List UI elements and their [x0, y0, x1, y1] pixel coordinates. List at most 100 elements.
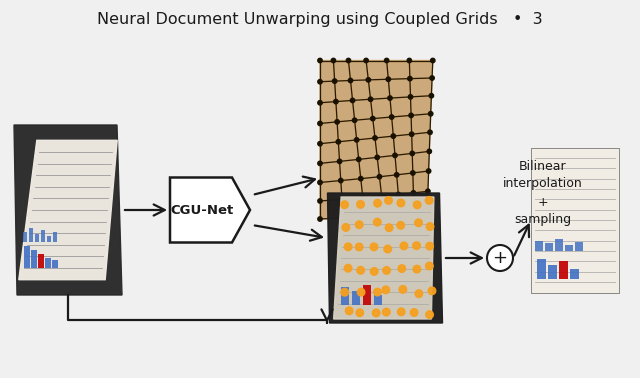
Circle shape — [337, 159, 342, 164]
Circle shape — [380, 194, 384, 198]
Circle shape — [487, 245, 513, 271]
Polygon shape — [366, 60, 388, 80]
Polygon shape — [19, 140, 117, 280]
Circle shape — [355, 138, 359, 142]
Circle shape — [356, 309, 364, 317]
Polygon shape — [413, 191, 428, 213]
Polygon shape — [320, 122, 339, 144]
Polygon shape — [394, 134, 412, 155]
Circle shape — [409, 113, 413, 118]
Polygon shape — [412, 132, 430, 153]
Circle shape — [341, 288, 348, 296]
Polygon shape — [320, 81, 336, 103]
Circle shape — [396, 192, 401, 197]
Polygon shape — [397, 173, 413, 195]
Circle shape — [356, 157, 361, 161]
Bar — [40, 230, 45, 242]
Circle shape — [412, 211, 416, 215]
Circle shape — [375, 155, 380, 160]
Circle shape — [429, 112, 433, 116]
Circle shape — [391, 134, 396, 138]
Polygon shape — [413, 171, 429, 193]
Circle shape — [344, 243, 352, 251]
Circle shape — [346, 58, 351, 63]
Circle shape — [357, 266, 364, 274]
Polygon shape — [170, 178, 250, 243]
Circle shape — [413, 265, 420, 273]
Bar — [24, 246, 29, 268]
Polygon shape — [381, 195, 400, 215]
Polygon shape — [353, 99, 372, 120]
Circle shape — [429, 93, 433, 98]
Circle shape — [407, 58, 412, 63]
Bar — [535, 240, 543, 251]
Polygon shape — [348, 60, 369, 81]
Polygon shape — [369, 79, 390, 99]
Circle shape — [372, 309, 380, 317]
Circle shape — [430, 76, 435, 80]
Circle shape — [348, 78, 353, 83]
Polygon shape — [333, 60, 351, 81]
Circle shape — [355, 221, 363, 229]
Polygon shape — [398, 193, 414, 214]
Circle shape — [426, 223, 434, 230]
Circle shape — [350, 98, 355, 102]
Circle shape — [384, 245, 392, 253]
Circle shape — [393, 153, 397, 158]
Circle shape — [318, 141, 322, 146]
Polygon shape — [359, 157, 380, 179]
Polygon shape — [14, 125, 122, 295]
Polygon shape — [320, 199, 343, 219]
Circle shape — [318, 161, 322, 166]
Circle shape — [383, 308, 390, 316]
Polygon shape — [320, 142, 340, 163]
Circle shape — [394, 173, 399, 177]
Circle shape — [318, 58, 322, 63]
Circle shape — [369, 97, 372, 101]
Polygon shape — [410, 78, 432, 97]
Circle shape — [332, 79, 337, 83]
Circle shape — [332, 58, 335, 63]
Circle shape — [371, 116, 375, 121]
Polygon shape — [372, 117, 394, 138]
Text: +: + — [493, 249, 508, 267]
Bar — [545, 243, 553, 251]
Circle shape — [356, 201, 364, 208]
Circle shape — [426, 242, 433, 250]
Bar — [536, 259, 545, 279]
Circle shape — [413, 242, 420, 249]
Circle shape — [318, 199, 322, 203]
Bar — [570, 268, 579, 279]
Circle shape — [366, 77, 371, 82]
Circle shape — [408, 76, 412, 81]
Polygon shape — [363, 196, 384, 217]
Circle shape — [336, 139, 340, 144]
Circle shape — [342, 224, 349, 231]
Polygon shape — [410, 60, 433, 79]
Polygon shape — [320, 60, 335, 82]
Bar — [47, 236, 51, 242]
Bar — [52, 232, 57, 242]
Bar — [555, 239, 563, 251]
Bar — [52, 260, 58, 268]
Circle shape — [318, 121, 322, 125]
Circle shape — [353, 118, 357, 122]
Circle shape — [318, 101, 322, 105]
Bar — [575, 242, 583, 251]
Polygon shape — [333, 197, 434, 319]
Circle shape — [377, 175, 381, 179]
Polygon shape — [320, 161, 340, 183]
Circle shape — [398, 212, 402, 217]
Circle shape — [397, 308, 405, 316]
Text: Bilinear
interpolation
+
sampling: Bilinear interpolation + sampling — [503, 160, 583, 226]
Polygon shape — [531, 147, 619, 293]
Circle shape — [388, 96, 392, 100]
Circle shape — [360, 195, 365, 200]
Circle shape — [318, 79, 322, 84]
Polygon shape — [410, 96, 431, 115]
Circle shape — [335, 120, 339, 124]
Polygon shape — [337, 120, 356, 142]
Circle shape — [426, 197, 433, 204]
Polygon shape — [336, 101, 355, 122]
Circle shape — [398, 265, 406, 273]
